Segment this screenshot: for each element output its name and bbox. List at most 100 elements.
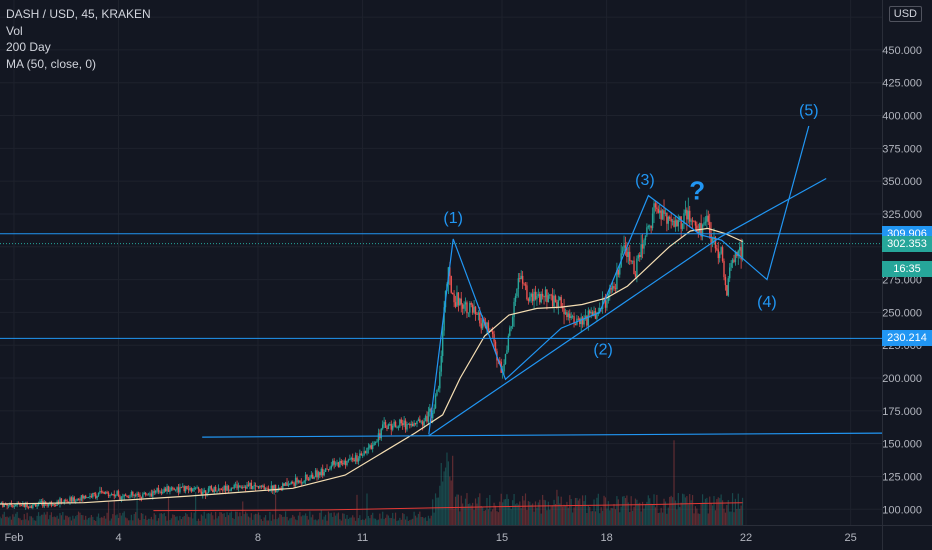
candle-body	[174, 489, 177, 491]
candle-body	[696, 225, 698, 232]
candle-body	[166, 486, 168, 492]
candle-body	[177, 487, 180, 493]
volume-bar	[27, 520, 30, 525]
candle-body	[594, 311, 597, 319]
price-tick-label: 200.000	[882, 373, 922, 385]
volume-bar	[424, 517, 427, 525]
legend-vol[interactable]: Vol	[6, 23, 23, 38]
volume-bar	[236, 511, 238, 525]
volume-bar	[721, 500, 724, 525]
volume-bar	[0, 518, 3, 525]
volume-bar	[647, 495, 649, 525]
price-tick-label: 375.000	[882, 143, 922, 155]
candle-body	[509, 327, 511, 336]
volume-bar	[317, 519, 320, 525]
candle-body	[109, 495, 111, 497]
candle-body	[584, 315, 587, 319]
candle-body	[566, 312, 568, 318]
volume-bar	[343, 513, 345, 525]
candle-body	[340, 460, 342, 464]
candle-body	[367, 447, 370, 449]
volume-bar	[205, 518, 207, 525]
volume-bar	[440, 462, 442, 525]
candle-body	[116, 491, 118, 496]
candle-body	[72, 497, 74, 502]
candle-body	[297, 480, 300, 483]
candle-body	[686, 209, 688, 220]
candle-body	[716, 248, 718, 250]
volume-bar	[696, 508, 698, 525]
time-tick-label: 18	[600, 532, 612, 544]
volume-bar	[463, 506, 465, 525]
volume-bar	[172, 514, 174, 525]
volume-bar	[677, 493, 679, 525]
candle-body	[546, 289, 548, 303]
volume-bar	[436, 497, 438, 525]
candle-body	[738, 247, 741, 251]
candle-body	[421, 421, 424, 426]
legend-symbol[interactable]: DASH / USD, 45, KRAKEN	[6, 7, 151, 21]
currency-button[interactable]: USD	[888, 6, 922, 22]
volume-bar	[522, 495, 524, 525]
volume-bar	[146, 519, 148, 525]
candle-body	[39, 501, 41, 503]
candle-body	[420, 421, 422, 423]
candle-body	[377, 433, 380, 442]
volume-bar	[514, 504, 517, 525]
candle-body	[433, 408, 435, 413]
price-tag: 230.214	[882, 330, 932, 347]
volume-bar	[599, 513, 601, 525]
candle-body	[474, 306, 477, 314]
candle-body	[656, 207, 658, 210]
candle-body	[149, 493, 151, 495]
volume-bar	[10, 519, 13, 525]
candle-body	[623, 245, 625, 251]
volume-bar	[49, 515, 51, 525]
volume-bar	[314, 519, 317, 525]
candle-body	[463, 304, 465, 309]
candle-body	[254, 485, 257, 487]
volume-bar	[392, 512, 394, 525]
candle-body	[396, 427, 398, 428]
volume-bar	[337, 512, 340, 525]
volume-bar	[426, 520, 428, 525]
candle-body	[289, 483, 291, 485]
volume-bar	[247, 516, 250, 525]
candle-body	[270, 485, 273, 490]
candle-body	[516, 288, 518, 297]
volume-bar	[163, 512, 165, 525]
volume-bar	[142, 513, 144, 525]
candle-body	[720, 247, 722, 254]
volume-bar	[122, 512, 124, 525]
candle-body	[246, 484, 248, 489]
volume-bar	[693, 513, 695, 525]
candle-body	[192, 488, 194, 492]
volume-bar	[50, 512, 53, 525]
candle-body	[222, 489, 224, 491]
candle-body	[170, 487, 173, 490]
volume-bar	[409, 520, 411, 525]
candle-body	[220, 489, 223, 490]
volume-bar	[390, 518, 392, 525]
candle-body	[207, 488, 210, 493]
volume-bar	[513, 493, 515, 525]
volume-bar	[727, 500, 729, 525]
legend-200-day[interactable]: 200 Day	[6, 40, 51, 54]
candle-body	[504, 353, 507, 365]
volume-bar	[583, 501, 585, 525]
candle-body	[143, 492, 145, 495]
candle-body	[683, 213, 685, 224]
volume-bar	[651, 504, 654, 525]
volume-bar	[190, 512, 192, 525]
volume-bar	[416, 517, 418, 525]
volume-bar	[169, 520, 171, 525]
volume-bar	[731, 493, 734, 525]
volume-bar	[63, 519, 65, 525]
candle-body	[323, 472, 325, 476]
candle-body	[429, 408, 431, 412]
volume-bar	[263, 517, 265, 525]
legend-ma[interactable]: MA (50, close, 0)	[6, 56, 97, 71]
volume-bar	[307, 519, 310, 525]
candle-body	[411, 423, 414, 427]
